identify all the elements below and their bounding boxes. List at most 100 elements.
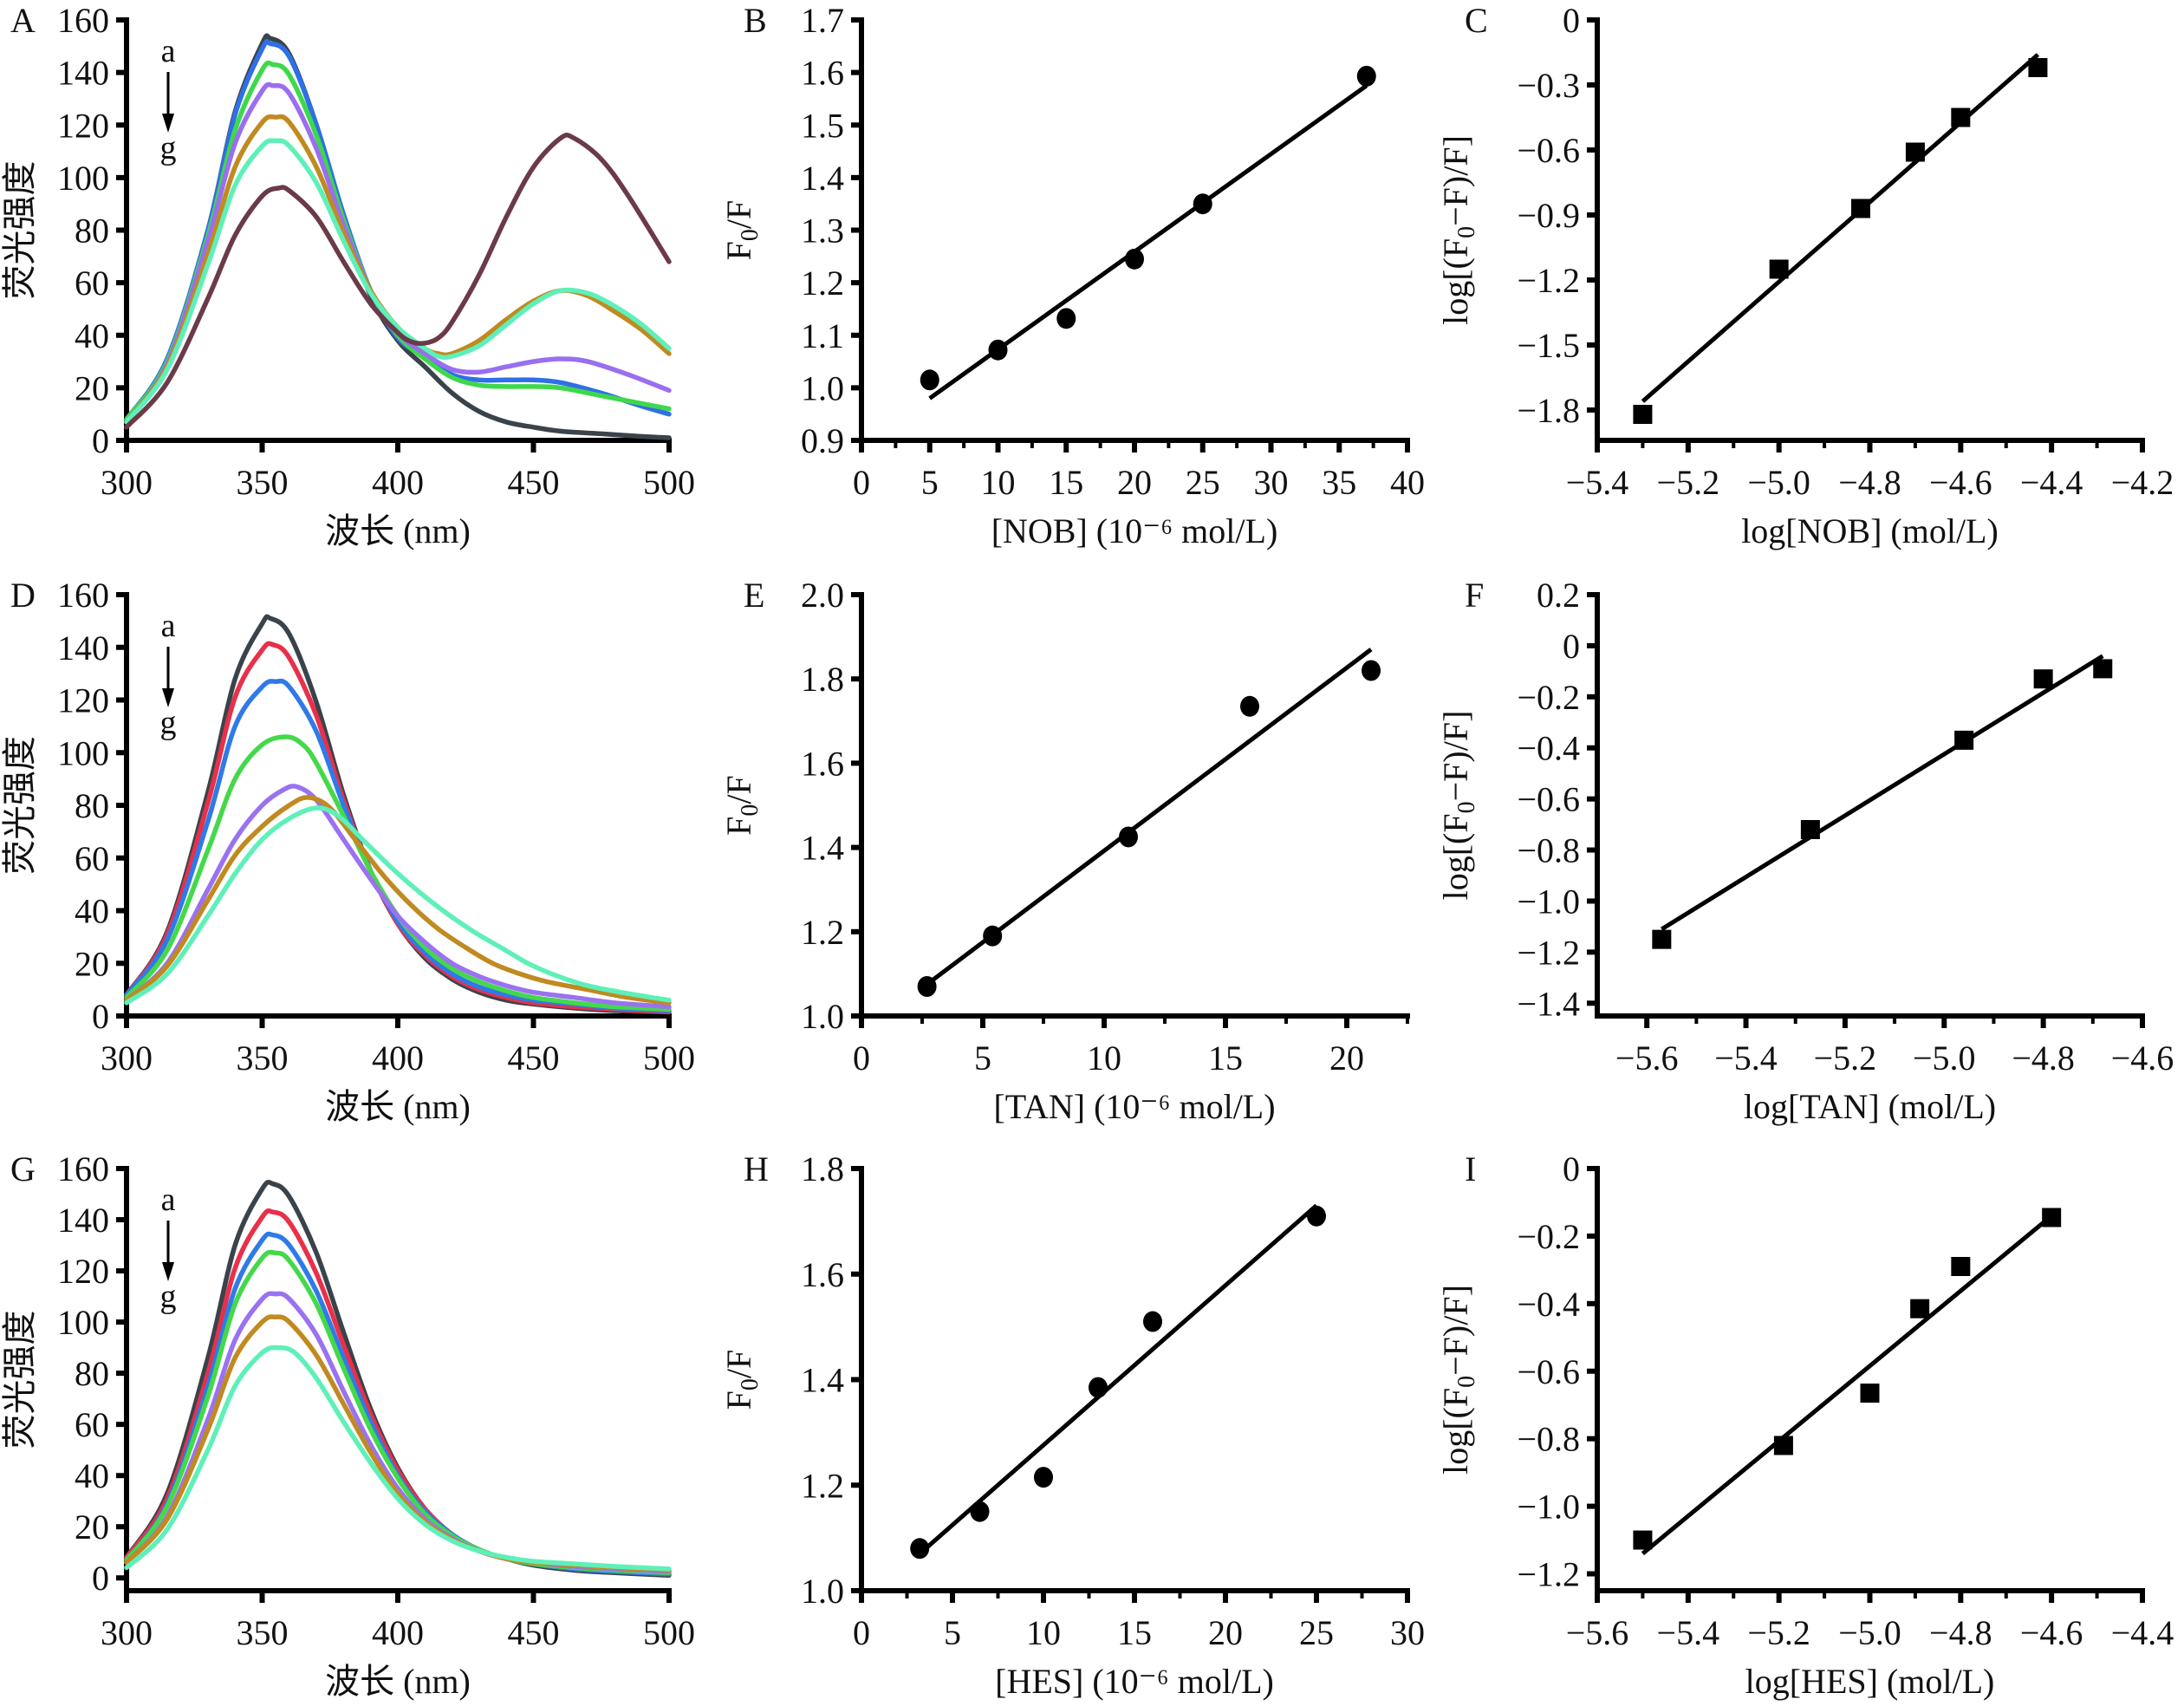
panel-label: I (1465, 1149, 1476, 1188)
y-tick-label: 140 (57, 54, 109, 93)
y-tick-label: −0.9 (1517, 196, 1580, 235)
x-axis-title: 波长 (nm) (325, 511, 471, 550)
data-point (1652, 929, 1672, 949)
data-point (1119, 826, 1138, 848)
x-tick-label: −4.6 (2020, 1613, 2083, 1652)
arrow-down-icon (162, 688, 174, 707)
y-tick-label: 1.6 (801, 744, 844, 783)
y-tick-label: 1.5 (801, 106, 844, 145)
arrow-end-label: g (160, 130, 177, 166)
x-axis-title: [NOB] (10⁻⁶ mol/L) (991, 511, 1278, 550)
y-tick-label: 0 (92, 421, 109, 460)
y-tick-label: −1.5 (1517, 326, 1580, 365)
data-point (970, 1501, 990, 1522)
y-tick-label: −1.2 (1517, 1555, 1580, 1594)
arrow-start-label: a (161, 33, 176, 69)
y-axis-title: F0/F (719, 775, 764, 836)
x-tick-label: 20 (1208, 1613, 1243, 1652)
y-tick-label: −0.6 (1517, 1352, 1580, 1391)
data-point (1951, 107, 1971, 127)
panel-label: G (10, 1149, 36, 1188)
arrow-end-label: g (160, 705, 177, 741)
x-tick-label: 0 (853, 1613, 870, 1652)
spectrum-curve-e (124, 784, 672, 1010)
x-tick-label: 300 (101, 463, 153, 502)
y-tick-label: 1.4 (801, 159, 844, 198)
data-point (1773, 1436, 1793, 1455)
y-tick-label: 40 (75, 1456, 109, 1495)
data-point (2028, 58, 2048, 77)
x-axis-title: 波长 (nm) (325, 1087, 471, 1126)
y-tick-label: 160 (57, 1, 109, 40)
data-point (2093, 659, 2113, 679)
data-point (1143, 1311, 1162, 1332)
y-tick-label: −0.4 (1517, 729, 1580, 768)
x-tick-label: 15 (1208, 1039, 1243, 1078)
y-tick-label: 1.4 (801, 1361, 844, 1400)
y-tick-label: 80 (75, 212, 109, 251)
y-tick-label: −0.2 (1517, 1217, 1580, 1256)
panel-label: E (744, 576, 764, 615)
y-tick-label: 1.2 (801, 264, 844, 303)
y-tick-label: −0.3 (1517, 66, 1580, 105)
regression-line (1661, 654, 2104, 931)
x-tick-label: −5.0 (1838, 1613, 1901, 1652)
y-tick-label: 1.8 (801, 1149, 844, 1188)
spectrum-curve-g (124, 1345, 672, 1572)
y-tick-label: 120 (57, 106, 109, 145)
arrow-down-icon (162, 114, 174, 133)
y-tick-label: 60 (75, 264, 109, 303)
y-tick-label: −1.0 (1517, 882, 1580, 921)
x-tick-label: 30 (1390, 1613, 1425, 1652)
panel-label: F (1465, 576, 1484, 615)
data-point (1860, 1384, 1880, 1403)
x-tick-label: 15 (1117, 1613, 1152, 1652)
data-point (1633, 405, 1653, 424)
arrow-end-label: g (160, 1279, 177, 1315)
x-tick-label: 25 (1299, 1613, 1334, 1652)
data-point (1800, 819, 1820, 839)
y-tick-label: 1.1 (801, 316, 844, 355)
x-tick-label: 400 (372, 1039, 424, 1078)
panel-c: C 0 −0.3 −0.6 −0.9 −1.2 −1.5 −1.8 −5.4 −5.2 −5.0 −4… (1436, 1, 2174, 550)
x-tick-label: 500 (643, 463, 695, 502)
y-tick-label: 40 (75, 892, 109, 931)
x-tick-label: 25 (1186, 463, 1220, 502)
data-point (1240, 695, 1259, 717)
y-tick-label: 1.2 (801, 913, 844, 952)
x-tick-label: 350 (237, 463, 289, 502)
x-axis-title: log[HES] (mol/L) (1745, 1662, 1995, 1701)
y-tick-label: 100 (57, 733, 109, 772)
y-tick-label: −1.8 (1517, 391, 1580, 430)
y-tick-label: 40 (75, 316, 109, 355)
y-tick-label: −1.0 (1517, 1488, 1580, 1527)
data-point (1193, 193, 1212, 215)
y-tick-label: 60 (75, 839, 109, 878)
y-axis-title: 荧光强度 (0, 1311, 39, 1449)
x-tick-label: −4.2 (2111, 463, 2174, 502)
x-tick-label: 10 (1026, 1613, 1061, 1652)
x-tick-label: −5.2 (1814, 1039, 1877, 1078)
y-tick-label: 140 (57, 1201, 109, 1240)
arrow-start-label: a (161, 1182, 176, 1218)
spectrum-curve-d (124, 734, 672, 1013)
y-tick-label: 0 (1563, 627, 1580, 666)
x-tick-label: 35 (1322, 463, 1356, 502)
data-point (1905, 142, 1925, 162)
y-tick-label: 1.2 (801, 1466, 844, 1505)
data-point (988, 339, 1008, 361)
x-tick-label: 300 (101, 1039, 153, 1078)
data-point (2033, 669, 2053, 689)
x-tick-label: 500 (643, 1039, 695, 1078)
regression-line (918, 1203, 1318, 1556)
x-tick-label: 10 (981, 463, 1016, 502)
panel-h: H 1.0 1.2 1.4 1.6 1.8 0 5 10 15 20 25 30 [HES] (10⁻⁶ … (719, 1149, 1425, 1701)
data-point (1910, 1299, 1930, 1319)
y-tick-label: 0 (1563, 1149, 1580, 1188)
panel-d: D 0 20 40 60 80 100 120 140 160 300 350 400 450 500 波长 … (0, 576, 695, 1126)
spectrum-curve-g (124, 133, 672, 430)
y-tick-label: 0.9 (801, 421, 844, 460)
y-tick-label: 60 (75, 1405, 109, 1444)
